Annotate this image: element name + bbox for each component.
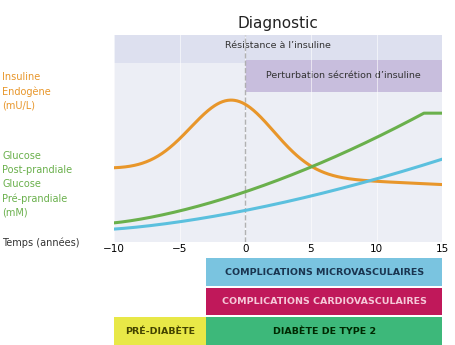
Text: COMPLICATIONS MICROVASCULAIRES: COMPLICATIONS MICROVASCULAIRES <box>224 268 423 277</box>
Title: Diagnostic: Diagnostic <box>237 16 318 31</box>
Text: Insuline
Endogène
(mU/L): Insuline Endogène (mU/L) <box>2 72 51 111</box>
Text: PRÉ-DIABÈTE: PRÉ-DIABÈTE <box>125 327 195 336</box>
Bar <box>114 34 441 63</box>
Text: Perturbation sécrétion d’insuline: Perturbation sécrétion d’insuline <box>266 71 420 80</box>
Text: COMPLICATIONS CARDIOVASCULAIRES: COMPLICATIONS CARDIOVASCULAIRES <box>221 297 425 306</box>
Bar <box>114 317 206 345</box>
Text: DIABÈTE DE TYPE 2: DIABÈTE DE TYPE 2 <box>272 327 375 336</box>
Text: Résistance à l’insuline: Résistance à l’insuline <box>225 41 330 50</box>
Bar <box>206 258 441 286</box>
Bar <box>206 317 441 345</box>
Text: Glucose
Post-prandiale
Glucose
Pré-prandiale
(mM): Glucose Post-prandiale Glucose Pré-prand… <box>2 151 72 218</box>
Bar <box>245 60 441 92</box>
Text: Temps (années): Temps (années) <box>2 238 80 248</box>
Bar <box>206 288 441 315</box>
